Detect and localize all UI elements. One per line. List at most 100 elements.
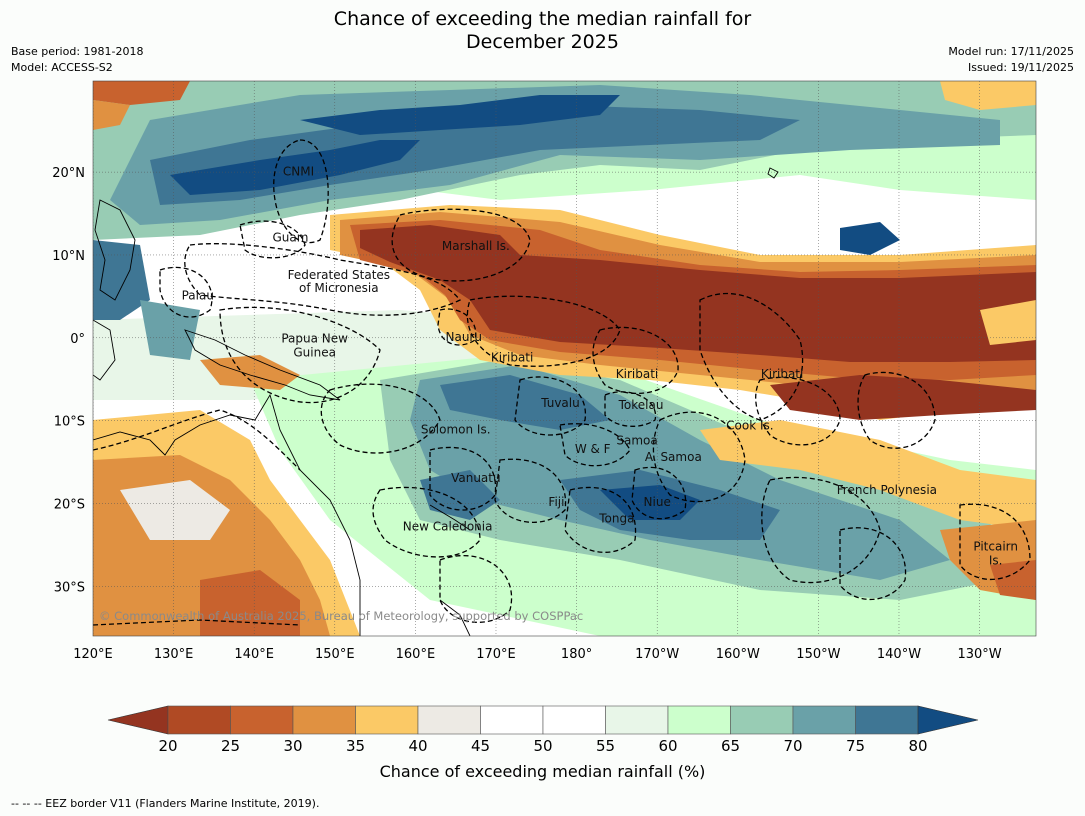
colorbar-tick: 45 xyxy=(471,737,490,755)
eez-french-polynesia-2 xyxy=(857,371,936,449)
model-run: Model run: 17/11/2025 xyxy=(948,45,1074,58)
colorbar-segment xyxy=(855,705,919,735)
eez-tokelau xyxy=(604,391,657,427)
place-label: Kiribati xyxy=(491,351,533,365)
colorbar-segment xyxy=(480,705,544,735)
eez-kiribati-east xyxy=(699,292,804,421)
place-label: Kiribati xyxy=(616,367,658,381)
place-label: Marshall Is. xyxy=(442,239,510,253)
colorbar-tick: 70 xyxy=(783,737,802,755)
title-line-1: Chance of exceeding the median rainfall … xyxy=(333,8,752,30)
colorbar-segment xyxy=(355,705,419,735)
place-label: Cook Is. xyxy=(726,419,773,433)
borneo-coast xyxy=(93,319,116,381)
lat-tick-label: 30°S xyxy=(54,580,85,595)
east-orange-patch xyxy=(980,300,1036,345)
north-blue-band-4 xyxy=(170,140,420,195)
eez-vanuatu xyxy=(429,446,497,511)
lon-tick-label: 150°W xyxy=(796,647,840,662)
eez-solomon xyxy=(320,383,441,454)
west-blue-patch xyxy=(93,240,150,320)
lon-tick-label: 170°E xyxy=(476,647,516,662)
eez-cook xyxy=(652,411,746,503)
eez-fiji xyxy=(494,458,567,523)
place-label: Tonga xyxy=(598,511,634,525)
colorbar-tick: 30 xyxy=(283,737,302,755)
copyright-notice: © Commonwealth of Australia 2025, Bureau… xyxy=(99,609,584,623)
colorbar-tick: 60 xyxy=(658,737,677,755)
place-label: Solomon Is. xyxy=(421,423,491,437)
colorbar-segment xyxy=(292,705,356,735)
meta-right: Model run: 17/11/2025 Issued: 19/11/2025 xyxy=(948,44,1074,76)
colorbar-segment xyxy=(167,705,231,735)
place-label: French Polynesia xyxy=(837,483,937,497)
lon-tick-label: 120°E xyxy=(73,647,113,662)
eez-footnote: -- -- -- EEZ border V11 (Flanders Marine… xyxy=(11,797,320,810)
lat-tick-label: 20°N xyxy=(52,166,85,181)
eez-nauru xyxy=(437,308,477,346)
lon-tick-label: 160°W xyxy=(716,647,760,662)
eez-guam xyxy=(239,220,306,259)
lat-tick-label: 0° xyxy=(70,332,85,347)
place-label: Kiribati xyxy=(761,367,803,381)
lon-tick-label: 150°E xyxy=(315,647,355,662)
issued-date: Issued: 19/11/2025 xyxy=(967,61,1074,74)
colorbar-segment xyxy=(792,705,856,735)
rain-field xyxy=(93,81,1036,636)
colorbar-tick: 65 xyxy=(721,737,740,755)
place-label: Guam xyxy=(272,231,308,245)
colorbar-segment xyxy=(230,705,294,735)
eez-niue xyxy=(631,466,687,520)
australia-coast xyxy=(93,393,361,636)
place-label: Is. xyxy=(989,554,1003,568)
dry-band-core xyxy=(360,225,1036,362)
philippines-coast xyxy=(94,199,136,301)
south-east-orange xyxy=(700,420,1036,530)
place-label: Niue xyxy=(644,495,671,509)
eez-pitcairn xyxy=(959,503,1031,581)
colorbar-tick: 75 xyxy=(846,737,865,755)
eez-south-line xyxy=(93,619,301,626)
colorbar-under-arrow xyxy=(107,705,169,735)
colorbar-segment xyxy=(730,705,794,735)
lon-tick-label: 140°W xyxy=(877,647,921,662)
colorbar-segment xyxy=(605,705,669,735)
coastlines xyxy=(93,167,779,636)
lon-tick-label: 140°E xyxy=(234,647,274,662)
place-label: Samoa xyxy=(616,434,657,448)
eez-png xyxy=(219,306,381,404)
place-label: Fiji xyxy=(548,495,564,509)
eez-nz-north xyxy=(439,555,513,623)
north-blue-band-6 xyxy=(840,222,900,255)
eez-kiribati-central xyxy=(592,326,679,395)
place-label: CNMI xyxy=(283,164,314,178)
place-label: W & F xyxy=(575,442,611,456)
colorbar-segment xyxy=(542,705,606,735)
place-label: Federated States xyxy=(288,268,390,282)
eez-french-polynesia-4 xyxy=(839,527,907,601)
lon-tick-label: 160°E xyxy=(396,647,436,662)
dark-blue-south-1 xyxy=(440,375,610,430)
new-caledonia-coast xyxy=(429,504,471,531)
eez-wf-samoa xyxy=(559,423,631,467)
north-blue-band-5 xyxy=(300,95,620,135)
place-label: Pitcairn xyxy=(973,540,1018,554)
place-label: Tokelau xyxy=(618,398,664,412)
place-label: Tuvalu xyxy=(540,396,580,410)
place-label: Vanuatu xyxy=(451,471,501,485)
place-label: of Micronesia xyxy=(299,281,379,295)
colorbar-title: Chance of exceeding median rainfall (%) xyxy=(379,762,706,781)
west-blue-patch-2 xyxy=(140,300,200,360)
eez-cnmi xyxy=(273,139,329,244)
graticule xyxy=(93,81,1036,636)
title-line-2: December 2025 xyxy=(466,31,619,53)
new-zealand-coast xyxy=(439,599,471,636)
lon-tick-label: 130°W xyxy=(957,647,1001,662)
eez-new-caledonia xyxy=(372,486,481,558)
eez-tonga xyxy=(564,486,637,553)
colorbar-tick: 50 xyxy=(533,737,552,755)
colorbar-tick: 35 xyxy=(346,737,365,755)
eez-french-polynesia-3 xyxy=(761,476,881,584)
